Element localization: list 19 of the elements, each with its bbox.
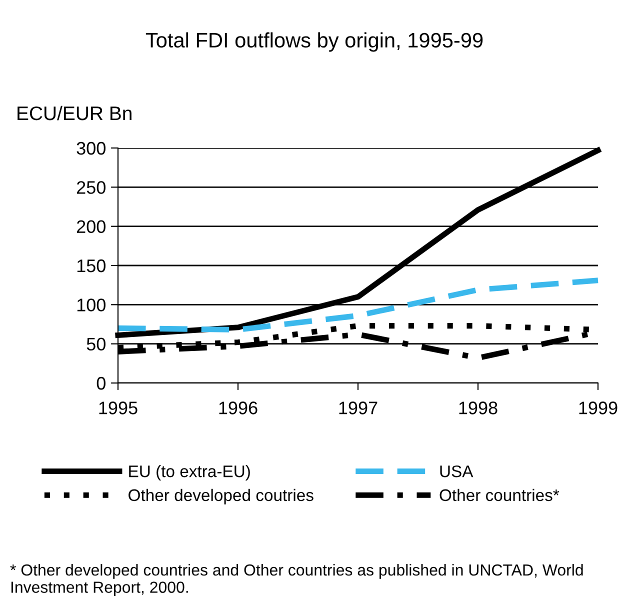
legend-label: Other developed coutries (128, 488, 314, 504)
y-tick-label: 50 (86, 338, 106, 351)
x-tick-label: 1999 (579, 402, 618, 414)
legend-label: Other countries* (440, 488, 560, 502)
y-tick-label: 200 (76, 220, 106, 234)
legend-label: EU (to extra-EU) (129, 465, 250, 481)
y-tick-label: 150 (77, 259, 106, 272)
x-tick-label: 1995 (99, 402, 138, 414)
y-tick-label: 100 (77, 298, 106, 312)
x-tick-label: 1996 (219, 402, 258, 414)
x-tick-label: 1997 (339, 402, 378, 414)
y-tick-label: 0 (96, 376, 106, 390)
y-axis-title: ECU/EUR Bn (18, 106, 132, 120)
y-tick-label: 250 (76, 181, 106, 194)
chart-title: Total FDI outflows by origin, 1995-99 (146, 32, 483, 52)
y-tick-label: 300 (76, 142, 106, 155)
x-tick-label: 1998 (459, 402, 498, 414)
legend-label: USA (440, 465, 474, 478)
text: * Other developed countries and Other countries as published in UNCTAD, World Investment Report, 2000. (10, 564, 583, 596)
